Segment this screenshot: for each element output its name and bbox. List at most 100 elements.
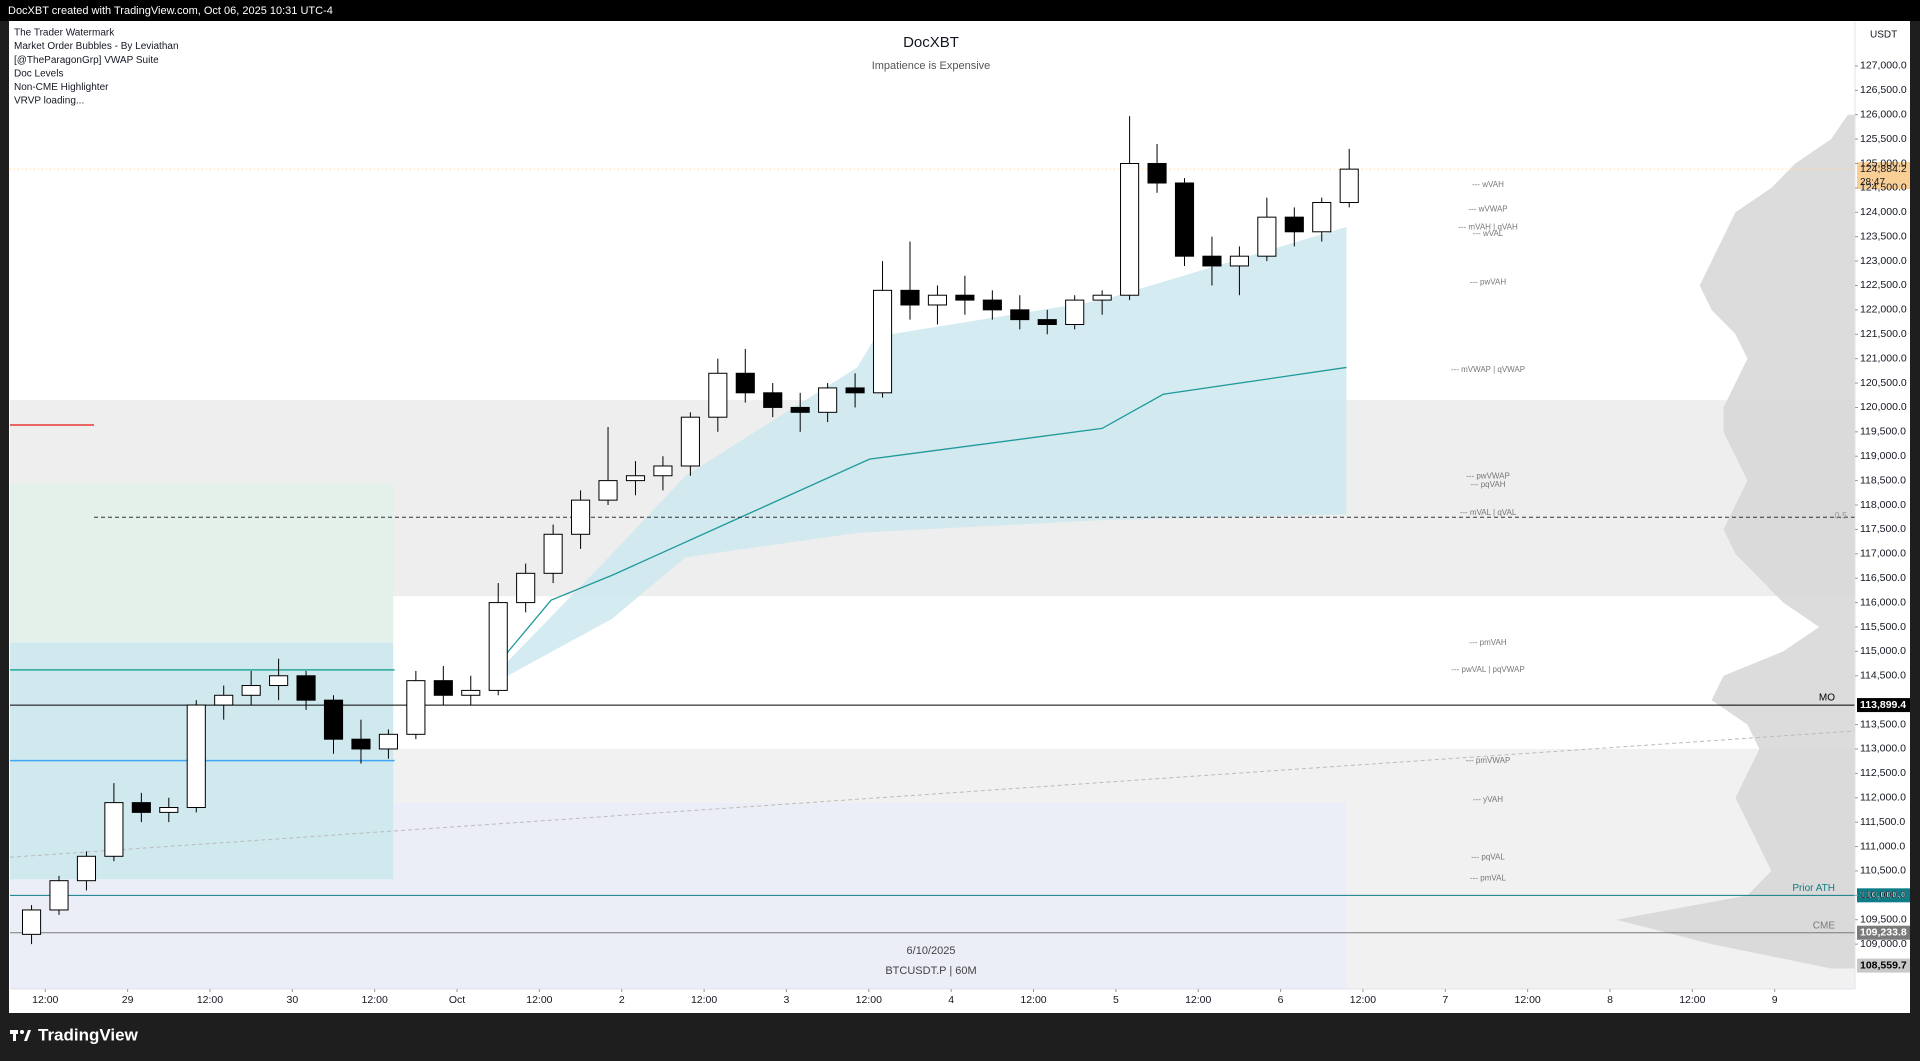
candle-body (516, 572, 536, 604)
tradingview-logo (10, 1030, 31, 1041)
level-label: --- pmVWAP (1466, 756, 1511, 765)
x-tick-label: Oct (449, 994, 465, 1006)
y-tick-label: 116,500.0 (1860, 572, 1906, 584)
candle-body (900, 289, 920, 306)
y-tick-label: 111,000.0 (1860, 840, 1905, 852)
candle-body (1092, 294, 1112, 301)
watermark-date: 6/10/2025 (907, 945, 956, 957)
indicator-label: [@TheParagonGrp] VWAP Suite (14, 55, 159, 66)
candle-body (1010, 309, 1030, 321)
y-tick-label: 115,500.0 (1860, 621, 1906, 633)
vwap-line (489, 366, 1347, 674)
y-tick-label: 118,500.0 (1860, 474, 1906, 486)
level-label: --- pqVAL (1471, 852, 1505, 861)
y-tick-label: 113,000.0 (1860, 743, 1906, 755)
x-tick-label: 29 (122, 994, 134, 1006)
left-border (0, 21, 9, 1013)
candle-body (1257, 216, 1277, 257)
candle-body (296, 675, 316, 701)
footer (0, 1013, 1920, 1061)
indicator-label: Non-CME Highlighter (14, 82, 109, 93)
level-label: --- pwVAH (1470, 278, 1507, 287)
candle-body (653, 465, 673, 477)
y-tick-label: 110,000.0 (1860, 889, 1906, 901)
drawn-line (9, 730, 1856, 858)
y-tick-label: 126,500.0 (1860, 84, 1907, 96)
candle-body (982, 299, 1002, 311)
price-label-box (1857, 888, 1910, 903)
candle-body (269, 675, 289, 687)
zone (10, 483, 394, 643)
x-tick-label: 6 (1278, 994, 1284, 1006)
y-tick-label: 112,000.0 (1860, 792, 1906, 804)
y-tick-label: 111,500.0 (1860, 816, 1905, 828)
level-label: --- mVAH | qVAH (1458, 223, 1518, 232)
y-tick-label: 123,000.0 (1860, 255, 1907, 267)
level-label: --- yVAH (1473, 795, 1503, 804)
level-label: --- pmVAH (1469, 638, 1506, 647)
line-label: 0.5 (1834, 511, 1847, 521)
top-bar (0, 0, 1920, 21)
x-tick-label: 12:00 (1185, 994, 1211, 1006)
footer-brand: TradingView (38, 1025, 139, 1044)
x-tick-label: 12:00 (1679, 994, 1705, 1006)
price-label-box (1857, 958, 1910, 973)
level-label: --- wVWAP (1468, 204, 1507, 213)
candle-body (927, 294, 948, 306)
candle-body (818, 387, 838, 413)
y-tick-label: 115,000.0 (1860, 645, 1906, 657)
price-label-box (1857, 925, 1910, 940)
candle-body (1229, 255, 1249, 267)
price-line-name: Prior ATH (1792, 883, 1835, 894)
candle-body (571, 499, 591, 535)
plot-area: 0.5 MO Prior ATH CME --- wVAH --- wVWAP --- mV… (9, 114, 1856, 989)
y-tick-label: 124,500.0 (1860, 182, 1907, 194)
candle-body (186, 704, 206, 809)
price-label: 110,000.0 (1860, 889, 1906, 901)
x-tick-label: 12:00 (856, 994, 882, 1006)
x-tick-label: 2 (619, 994, 625, 1006)
y-tick-label: 119,000.0 (1860, 450, 1906, 462)
x-tick-label: 12:00 (1020, 994, 1046, 1006)
candle-body (543, 533, 563, 574)
candle-body (131, 802, 151, 813)
candle-body (1202, 255, 1222, 267)
y-tick-label: 126,000.0 (1860, 108, 1907, 120)
y-tick-label: 123,500.0 (1860, 230, 1907, 242)
indicator-label: VRVP loading... (14, 96, 84, 107)
candle-body (845, 387, 865, 394)
y-tick-label: 124,000.0 (1860, 206, 1907, 218)
right-border (1910, 21, 1920, 1013)
volume-profile (1616, 114, 1855, 969)
y-tick-label: 121,000.0 (1860, 352, 1907, 364)
x-tick-label: 12:00 (362, 994, 388, 1006)
candle-body (1339, 168, 1359, 204)
candle-body (241, 685, 261, 696)
chart-subtitle: Impatience is Expensive (872, 60, 991, 72)
level-label: --- pwVAL | pqVWAP (1451, 665, 1524, 674)
indicator-label: Market Order Bubbles - By Leviathan (14, 41, 179, 52)
y-tick-label: 116,000.0 (1860, 596, 1906, 608)
candle-body (790, 406, 810, 413)
candle-body (708, 372, 728, 418)
y-tick-label: 119,500.0 (1860, 426, 1906, 438)
candle-body (488, 602, 508, 691)
chart-title: DocXBT (903, 34, 959, 51)
candle-body (1147, 162, 1167, 184)
level-label: --- mVWAP | qVWAP (1451, 365, 1525, 374)
x-tick-label: 12:00 (197, 994, 223, 1006)
currency-label: USDT (1870, 30, 1897, 41)
price-label: 108,559.7 (1860, 959, 1907, 971)
y-tick-label: 114,500.0 (1860, 670, 1906, 682)
vwap-band (489, 226, 1347, 686)
y-tick-label: 125,500.0 (1860, 133, 1907, 145)
candle-body (49, 880, 69, 911)
candle-body (955, 294, 975, 301)
y-tick-label: 122,500.0 (1860, 279, 1907, 291)
y-tick-label: 109,500.0 (1860, 914, 1907, 926)
level-label: --- pwVWAP (1466, 471, 1510, 480)
x-tick-label: 3 (784, 994, 790, 1006)
x-tick-label: 7 (1442, 994, 1448, 1006)
